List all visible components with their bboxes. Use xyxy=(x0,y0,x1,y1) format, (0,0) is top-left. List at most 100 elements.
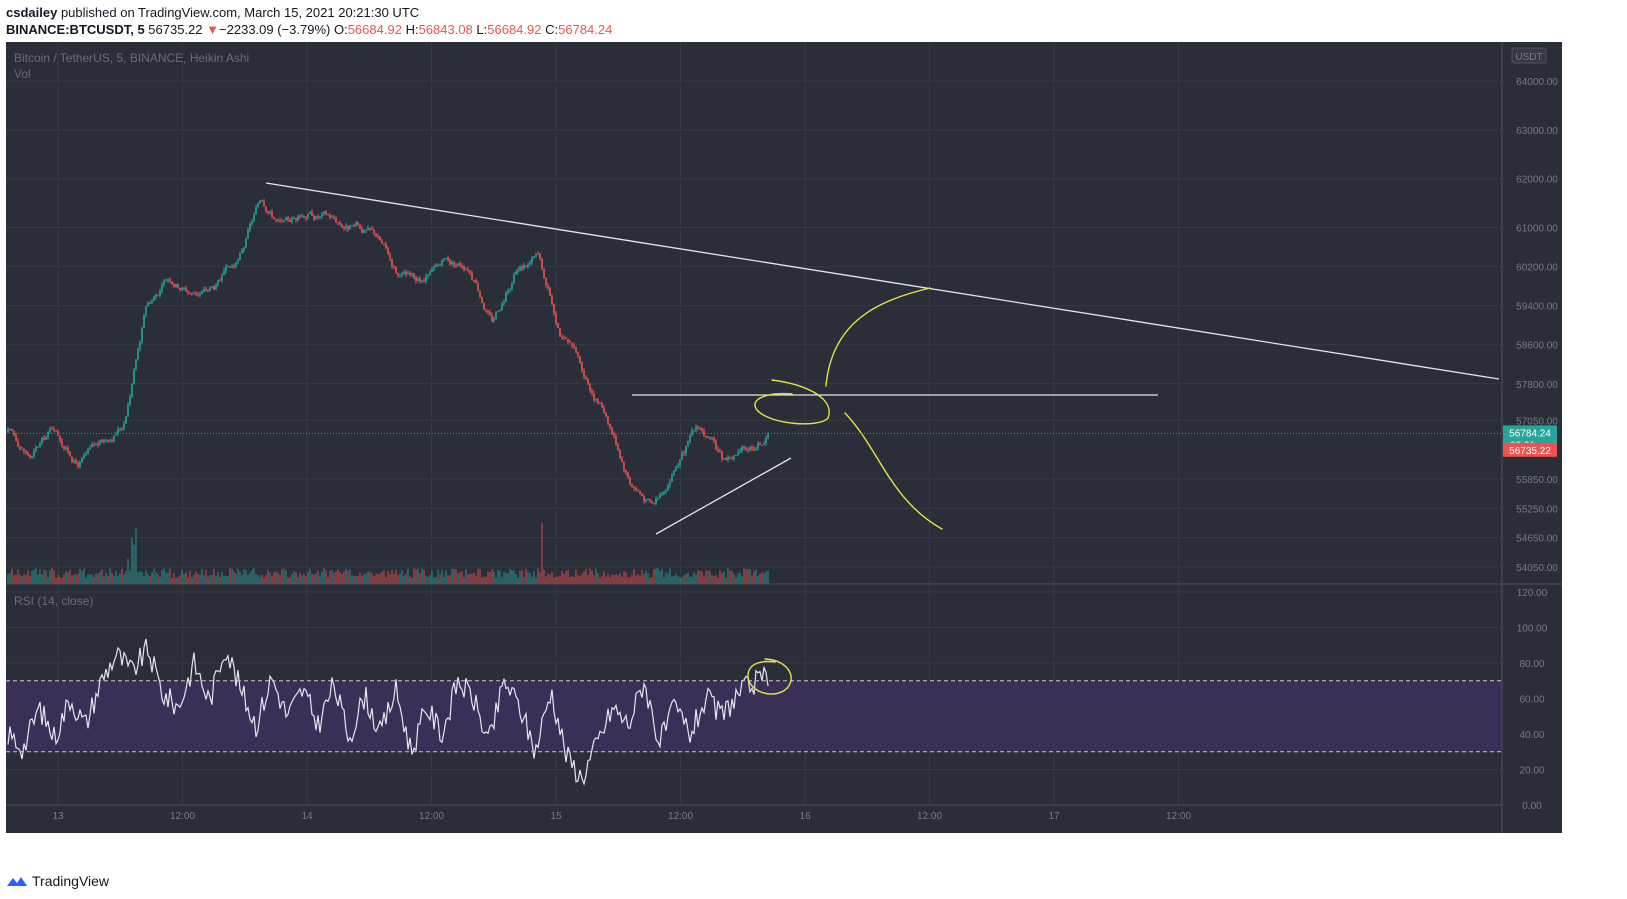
volume-bar xyxy=(41,574,43,584)
descending-trendline[interactable] xyxy=(265,182,1500,380)
volume-bar xyxy=(103,576,105,584)
volume-bar xyxy=(307,571,309,584)
time-tick: 14 xyxy=(301,811,313,822)
candle-body xyxy=(271,211,273,217)
candle-body xyxy=(681,452,683,460)
candle-body xyxy=(333,217,335,219)
candle-body xyxy=(173,284,175,287)
price-axis[interactable]: 64000.00 63000.00 62000.00 61000.00 60200.00… xyxy=(1516,77,1558,574)
trendlines[interactable] xyxy=(265,182,1500,535)
candle-body xyxy=(71,456,73,463)
candle-body xyxy=(469,270,471,273)
candle-body xyxy=(375,233,377,237)
volume-bar xyxy=(675,573,677,584)
candle-body xyxy=(495,312,497,319)
volume-bar xyxy=(385,577,387,584)
volume-bar xyxy=(495,577,497,584)
candle-body xyxy=(631,484,633,487)
candle-body xyxy=(409,272,411,275)
candle-body xyxy=(321,213,323,217)
volume-bar xyxy=(411,577,413,584)
volume-bar xyxy=(243,569,245,584)
volume-bar xyxy=(467,574,469,584)
volume-bar xyxy=(119,573,121,584)
volume-bar xyxy=(479,568,481,584)
volume-bar xyxy=(413,568,415,584)
footer-brand[interactable]: TradingView xyxy=(32,873,110,889)
candle-body xyxy=(41,437,43,444)
volume-bar xyxy=(69,569,71,584)
volume-bar xyxy=(499,570,501,584)
candle-body xyxy=(149,302,151,304)
volume-bar xyxy=(481,577,483,584)
volume-bar xyxy=(271,576,273,584)
author-name[interactable]: csdailey xyxy=(6,5,58,20)
candle-body xyxy=(653,503,655,505)
candle-body xyxy=(463,267,465,270)
candle-body xyxy=(47,431,49,437)
currency-badge[interactable] xyxy=(1511,47,1547,64)
volume-bar xyxy=(501,577,503,584)
volume-bar xyxy=(393,573,395,584)
candle-body xyxy=(483,303,485,310)
candle-body xyxy=(285,217,287,221)
candle-body xyxy=(761,444,763,446)
candle-body xyxy=(223,270,225,276)
candle-body xyxy=(199,294,201,296)
candle-body xyxy=(683,452,685,454)
volume-bar xyxy=(87,574,89,584)
volume-bar xyxy=(569,576,571,584)
volume-bar xyxy=(461,571,463,584)
volume-bar xyxy=(201,568,203,584)
candle-body xyxy=(293,218,295,220)
volume-bar xyxy=(627,577,629,584)
volume-bar xyxy=(105,572,107,584)
candle-body xyxy=(141,327,143,342)
volume-bar xyxy=(321,571,323,584)
volume-bar xyxy=(703,576,705,584)
candle-body xyxy=(645,499,647,502)
volume-bar xyxy=(439,574,441,584)
volume-bar xyxy=(113,576,115,584)
candle-body xyxy=(397,272,399,276)
candle-body xyxy=(117,429,119,435)
candle-body xyxy=(235,262,237,268)
volume-bar xyxy=(53,570,55,584)
volume-bar xyxy=(525,568,527,584)
change-value: −2233.09 (−3.79%) xyxy=(219,22,331,37)
volume-bar xyxy=(217,572,219,584)
price-tick: 63000.00 xyxy=(1516,126,1558,137)
time-tick: 12:00 xyxy=(170,811,195,822)
volume-bar xyxy=(369,571,371,584)
rsi-axis[interactable]: 120.00 100.00 80.00 60.00 40.00 20.00 0.00 xyxy=(1517,588,1548,812)
volume-bar xyxy=(91,574,93,584)
volume-bar xyxy=(165,572,167,584)
volume-bar xyxy=(283,568,285,584)
volume-bar xyxy=(423,570,425,584)
candle-body xyxy=(655,498,657,505)
price-tick: 54650.00 xyxy=(1516,534,1558,545)
chart-title: Bitcoin / TetherUS, 5, BINANCE, Heikin A… xyxy=(14,51,249,65)
candle-body xyxy=(49,428,51,432)
candle-body xyxy=(471,272,473,281)
ascending-support-line[interactable] xyxy=(655,457,792,535)
candle-body xyxy=(543,268,545,279)
volume-bar xyxy=(551,571,553,584)
volume-bar xyxy=(379,573,381,584)
volume-bar xyxy=(707,570,709,584)
candle-body xyxy=(515,271,517,275)
candle-body xyxy=(531,258,533,263)
volume-bar xyxy=(109,568,111,584)
candle-body xyxy=(611,427,613,435)
volume-bar xyxy=(85,577,87,584)
time-axis[interactable]: 13 12:00 14 12:00 15 12:00 16 12:00 17 12:00 xyxy=(52,811,1191,822)
candle-body xyxy=(35,447,37,451)
high-label: H: xyxy=(405,22,419,37)
candle-body xyxy=(509,289,511,291)
candle-body xyxy=(243,247,245,251)
volume-bar xyxy=(739,572,741,584)
candle-body xyxy=(599,402,601,404)
candle-body xyxy=(425,276,427,282)
volume-bar xyxy=(291,573,293,584)
